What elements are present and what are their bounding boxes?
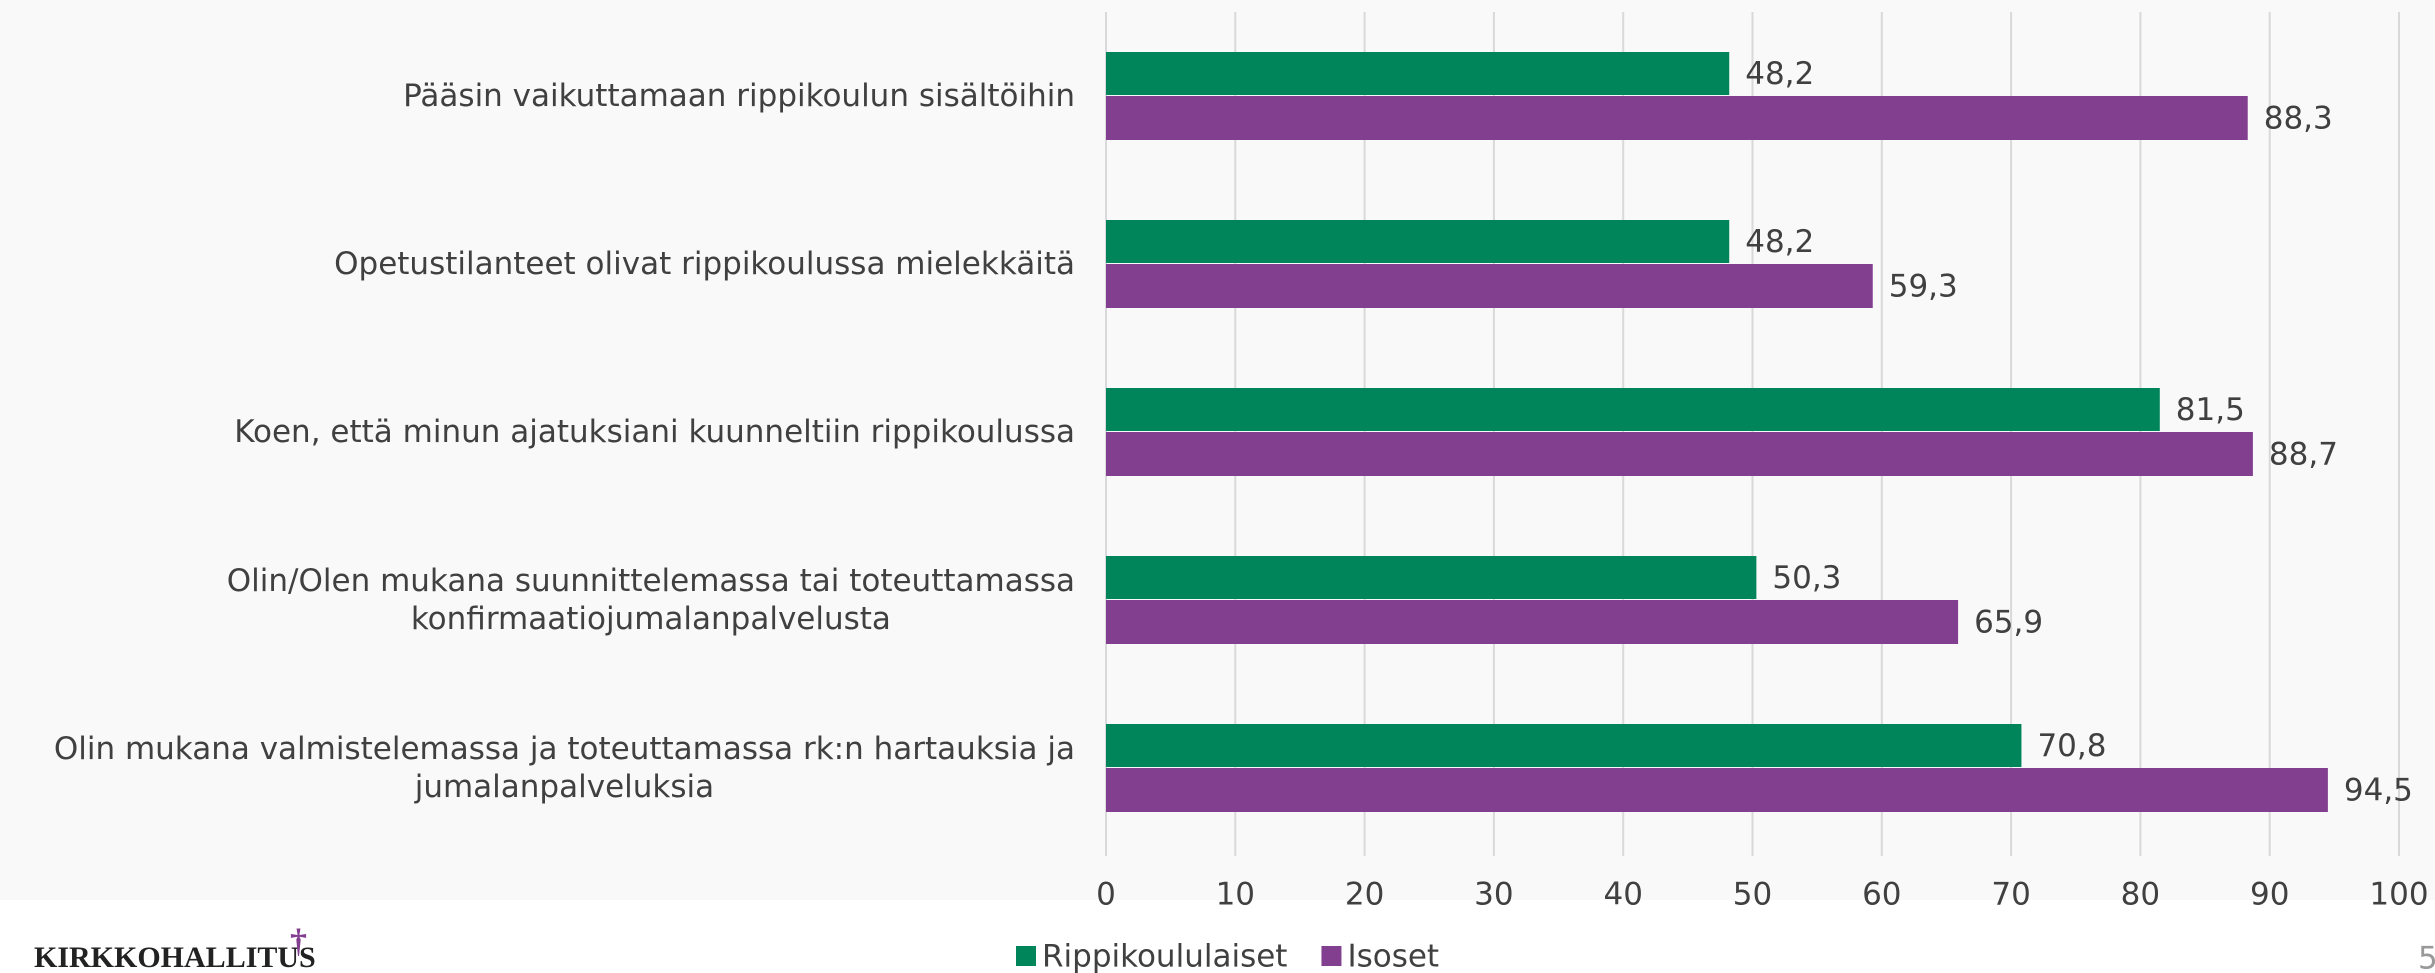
page-number: 5 bbox=[2418, 941, 2435, 973]
category-label: Pääsin vaikuttamaan rippikoulun sisältöi… bbox=[403, 78, 1075, 114]
logo: KIRKKOHALLITUS bbox=[34, 941, 316, 973]
bar bbox=[1106, 96, 2248, 140]
x-tick-label: 90 bbox=[2250, 877, 2289, 913]
bar bbox=[1106, 264, 1873, 308]
category-label-box: Pääsin vaikuttamaan rippikoulun sisältöi… bbox=[0, 77, 1075, 115]
x-tick-label: 60 bbox=[1862, 877, 1901, 913]
bar bbox=[1106, 388, 2160, 431]
x-tick-label: 0 bbox=[1096, 877, 1116, 913]
value-label: 48,2 bbox=[1745, 56, 1814, 92]
category-label: Olin/Olen mukana suunnittelemassa tai to… bbox=[226, 563, 1075, 637]
legend-swatch bbox=[1016, 946, 1036, 966]
x-tick-label: 50 bbox=[1733, 877, 1772, 913]
legend-swatch bbox=[1321, 946, 1342, 966]
legend-label: Rippikoululaiset bbox=[1042, 939, 1287, 973]
category-label-box: Olin mukana valmistelemassa ja toteuttam… bbox=[0, 730, 1075, 806]
value-label: 59,3 bbox=[1889, 269, 1958, 305]
category-label: Koen, että minun ajatuksiani kuunneltiin… bbox=[234, 414, 1075, 450]
x-tick-label: 30 bbox=[1474, 877, 1513, 913]
value-label: 81,5 bbox=[2176, 392, 2245, 428]
x-tick-label: 40 bbox=[1603, 877, 1642, 913]
bar bbox=[1106, 220, 1730, 263]
x-tick-label: 70 bbox=[1991, 877, 2030, 913]
bar bbox=[1106, 768, 2328, 812]
category-label: Olin mukana valmistelemassa ja toteuttam… bbox=[53, 731, 1075, 805]
value-label: 94,5 bbox=[2344, 773, 2413, 809]
x-tick-label: 20 bbox=[1345, 877, 1384, 913]
value-label: 65,9 bbox=[1974, 605, 2043, 641]
x-tick-label: 100 bbox=[2369, 877, 2428, 913]
category-label-box: Olin/Olen mukana suunnittelemassa tai to… bbox=[0, 562, 1075, 638]
category-label-box: Opetustilanteet olivat rippikoulussa mie… bbox=[0, 245, 1075, 283]
value-label: 88,3 bbox=[2264, 101, 2333, 137]
value-label: 70,8 bbox=[2037, 728, 2106, 764]
logo-mark: † bbox=[290, 923, 307, 960]
category-label-box: Koen, että minun ajatuksiani kuunneltiin… bbox=[0, 413, 1075, 451]
bar bbox=[1106, 556, 1757, 599]
value-label: 48,2 bbox=[1745, 224, 1814, 260]
legend-label: Isoset bbox=[1347, 939, 1439, 973]
bar bbox=[1106, 724, 2022, 767]
bar bbox=[1106, 432, 2253, 476]
value-label: 88,7 bbox=[2269, 437, 2338, 473]
bar bbox=[1106, 52, 1730, 95]
category-label: Opetustilanteet olivat rippikoulussa mie… bbox=[334, 246, 1075, 282]
x-tick-label: 10 bbox=[1216, 877, 1255, 913]
x-tick-label: 80 bbox=[2121, 877, 2160, 913]
value-label: 50,3 bbox=[1772, 560, 1841, 596]
bar bbox=[1106, 600, 1959, 644]
